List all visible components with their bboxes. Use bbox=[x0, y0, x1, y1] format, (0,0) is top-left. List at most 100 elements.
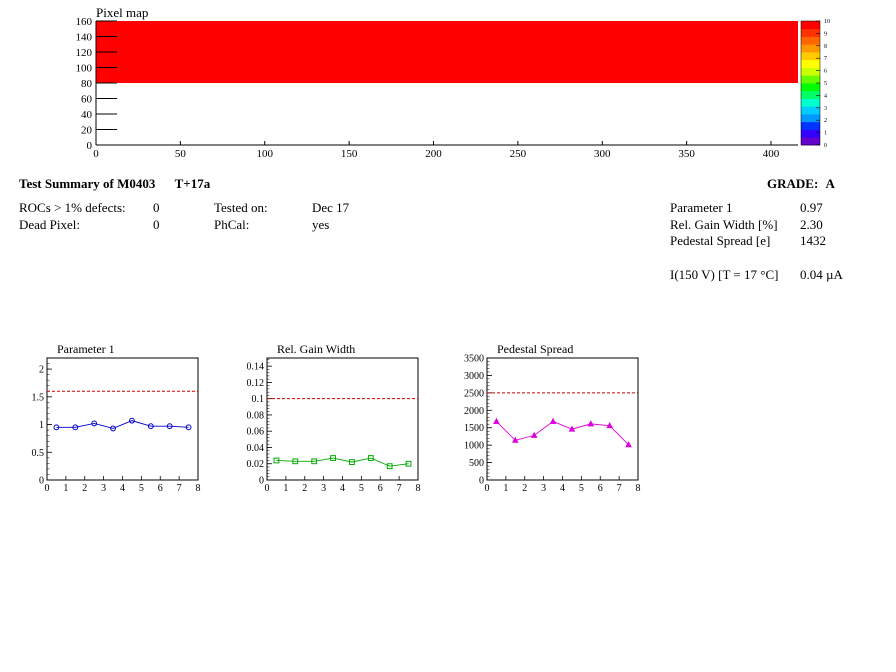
color-scale-tick-label: 8 bbox=[824, 44, 827, 50]
color-scale-tick-label: 10 bbox=[824, 19, 830, 25]
trend-y-tick-label: 2 bbox=[39, 365, 44, 376]
color-scale-tick-label: 6 bbox=[824, 69, 827, 75]
gain-width-chart: Rel. Gain Width 0 0.02 0.04 0.06 0.08 0.1 0.12 0… bbox=[247, 342, 421, 494]
pixel-map-y-tick-label: 140 bbox=[76, 32, 93, 44]
trend-y-tick-label: 0.1 bbox=[252, 394, 265, 405]
trend-data-point bbox=[273, 457, 280, 464]
trend-y-tick-label: 500 bbox=[469, 458, 484, 469]
color-scale-swatch bbox=[801, 52, 820, 61]
trend-y-tick-label: 0.14 bbox=[247, 362, 265, 373]
color-scale-swatch bbox=[801, 44, 820, 53]
trend-data-point bbox=[91, 420, 98, 427]
pixel-map-filled-region bbox=[96, 21, 798, 83]
color-scale-swatch bbox=[801, 21, 820, 30]
pedestal-spread-chart: Pedestal Spread 0 500 1000 1500 2000 2500 3000 3… bbox=[464, 342, 641, 494]
trend-y-tick-label: 0 bbox=[479, 476, 484, 487]
color-scale-swatch bbox=[801, 59, 820, 68]
trend-x-tick-label: 7 bbox=[177, 483, 182, 494]
trend-x-tick-label: 5 bbox=[579, 483, 584, 494]
trend-chart-frame bbox=[266, 357, 419, 481]
trend-x-tick-label: 8 bbox=[416, 483, 421, 494]
trend-x-tick-label: 2 bbox=[302, 483, 307, 494]
trend-x-tick-label: 2 bbox=[522, 483, 527, 494]
pixel-map-x-tick-label: 150 bbox=[341, 148, 358, 160]
color-scale-tick-label: 2 bbox=[824, 118, 827, 124]
trend-x-tick-label: 2 bbox=[82, 483, 87, 494]
gain-width-value: 2.30 bbox=[800, 217, 823, 232]
trend-x-tick-label: 6 bbox=[378, 483, 383, 494]
color-scale-swatch bbox=[801, 114, 820, 123]
trend-x-tick-label: 0 bbox=[45, 483, 50, 494]
color-scale-swatch bbox=[801, 137, 820, 146]
trend-data-point bbox=[110, 425, 116, 432]
trend-x-tick-label: 8 bbox=[636, 483, 641, 494]
color-scale-swatch bbox=[801, 98, 820, 107]
pixel-map-x-tick-label: 200 bbox=[425, 148, 442, 160]
trend-data-point bbox=[625, 441, 632, 448]
pixel-map-x-tick-label: 250 bbox=[510, 148, 527, 160]
pixel-map-y-tick-label: 40 bbox=[81, 109, 93, 121]
trend-y-tick-label: 3000 bbox=[464, 371, 484, 382]
trend-x-tick-label: 8 bbox=[196, 483, 201, 494]
trend-data-point bbox=[367, 455, 374, 461]
trend-x-tick-label: 6 bbox=[598, 483, 603, 494]
trend-data-point bbox=[311, 458, 318, 465]
trend-x-tick-label: 4 bbox=[120, 483, 125, 494]
pixel-map-y-tick-label: 160 bbox=[76, 16, 93, 28]
parameter1-value: 0.97 bbox=[800, 200, 823, 215]
color-scale-swatch bbox=[801, 90, 820, 99]
trend-y-tick-label: 3500 bbox=[464, 354, 484, 365]
trend-x-tick-label: 4 bbox=[560, 483, 565, 494]
trend-y-tick-label: 0.12 bbox=[247, 378, 265, 389]
color-scale-swatch bbox=[801, 75, 820, 84]
pixel-map-x-tick-label: 50 bbox=[175, 148, 187, 160]
trend-x-tick-label: 1 bbox=[283, 483, 288, 494]
color-scale-swatch bbox=[801, 83, 820, 92]
pixel-map-y-tick-label: 0 bbox=[87, 140, 93, 152]
pixel-map-y-tick-label: 100 bbox=[76, 63, 93, 75]
color-scale-tick-label: 0 bbox=[824, 143, 827, 149]
color-scale-tick-label: 1 bbox=[824, 131, 827, 137]
grade-value: A bbox=[825, 176, 835, 191]
pixel-map-y-tick-label: 80 bbox=[81, 78, 93, 90]
tested-on-label: Tested on: bbox=[214, 200, 268, 215]
color-scale-swatch bbox=[801, 36, 820, 45]
trend-x-tick-label: 6 bbox=[158, 483, 163, 494]
trend-y-tick-label: 1000 bbox=[464, 441, 484, 452]
trend-y-tick-label: 1500 bbox=[464, 423, 484, 434]
trend-chart-title: Rel. Gain Width bbox=[277, 342, 355, 356]
trend-chart-title: Parameter 1 bbox=[57, 342, 115, 356]
trend-data-point bbox=[330, 455, 336, 461]
trend-data-point bbox=[147, 423, 154, 430]
pixel-map-title: Pixel map bbox=[96, 5, 148, 20]
trend-y-tick-label: 2000 bbox=[464, 406, 484, 417]
color-scale-tick-label: 4 bbox=[824, 93, 827, 99]
trend-x-tick-label: 1 bbox=[63, 483, 68, 494]
trend-y-tick-label: 2500 bbox=[464, 388, 484, 399]
pixel-map-x-tick-label: 0 bbox=[93, 148, 99, 160]
gain-width-label: Rel. Gain Width [%] bbox=[670, 217, 778, 232]
trend-chart-title: Pedestal Spread bbox=[497, 342, 573, 356]
trend-data-point bbox=[129, 417, 135, 424]
color-scale-swatch bbox=[801, 67, 820, 76]
pixel-map-y-tick-label: 60 bbox=[81, 94, 93, 106]
color-scale-tick-label: 9 bbox=[824, 31, 827, 37]
trend-chart-frame bbox=[486, 357, 639, 481]
trend-data-point bbox=[606, 421, 613, 429]
trend-data-point bbox=[512, 436, 519, 443]
trend-y-tick-label: 0.06 bbox=[247, 427, 265, 438]
trend-series-line bbox=[56, 420, 189, 429]
trend-y-tick-label: 0.04 bbox=[247, 443, 265, 454]
trend-data-point bbox=[185, 424, 192, 431]
phcal-value: yes bbox=[312, 217, 330, 232]
color-scale-tick-label: 7 bbox=[824, 56, 827, 62]
dead-pixel-label: Dead Pixel: bbox=[19, 217, 81, 232]
pixel-map-x-tick-label: 400 bbox=[763, 148, 780, 160]
color-scale-tick-label: 3 bbox=[824, 106, 827, 112]
trend-x-tick-label: 4 bbox=[340, 483, 345, 494]
trend-data-point bbox=[493, 417, 500, 424]
trend-y-tick-label: 0 bbox=[259, 476, 264, 487]
trend-x-tick-label: 0 bbox=[265, 483, 270, 494]
current-value: 0.04 µA bbox=[800, 267, 843, 282]
phcal-label: PhCal: bbox=[214, 217, 250, 232]
